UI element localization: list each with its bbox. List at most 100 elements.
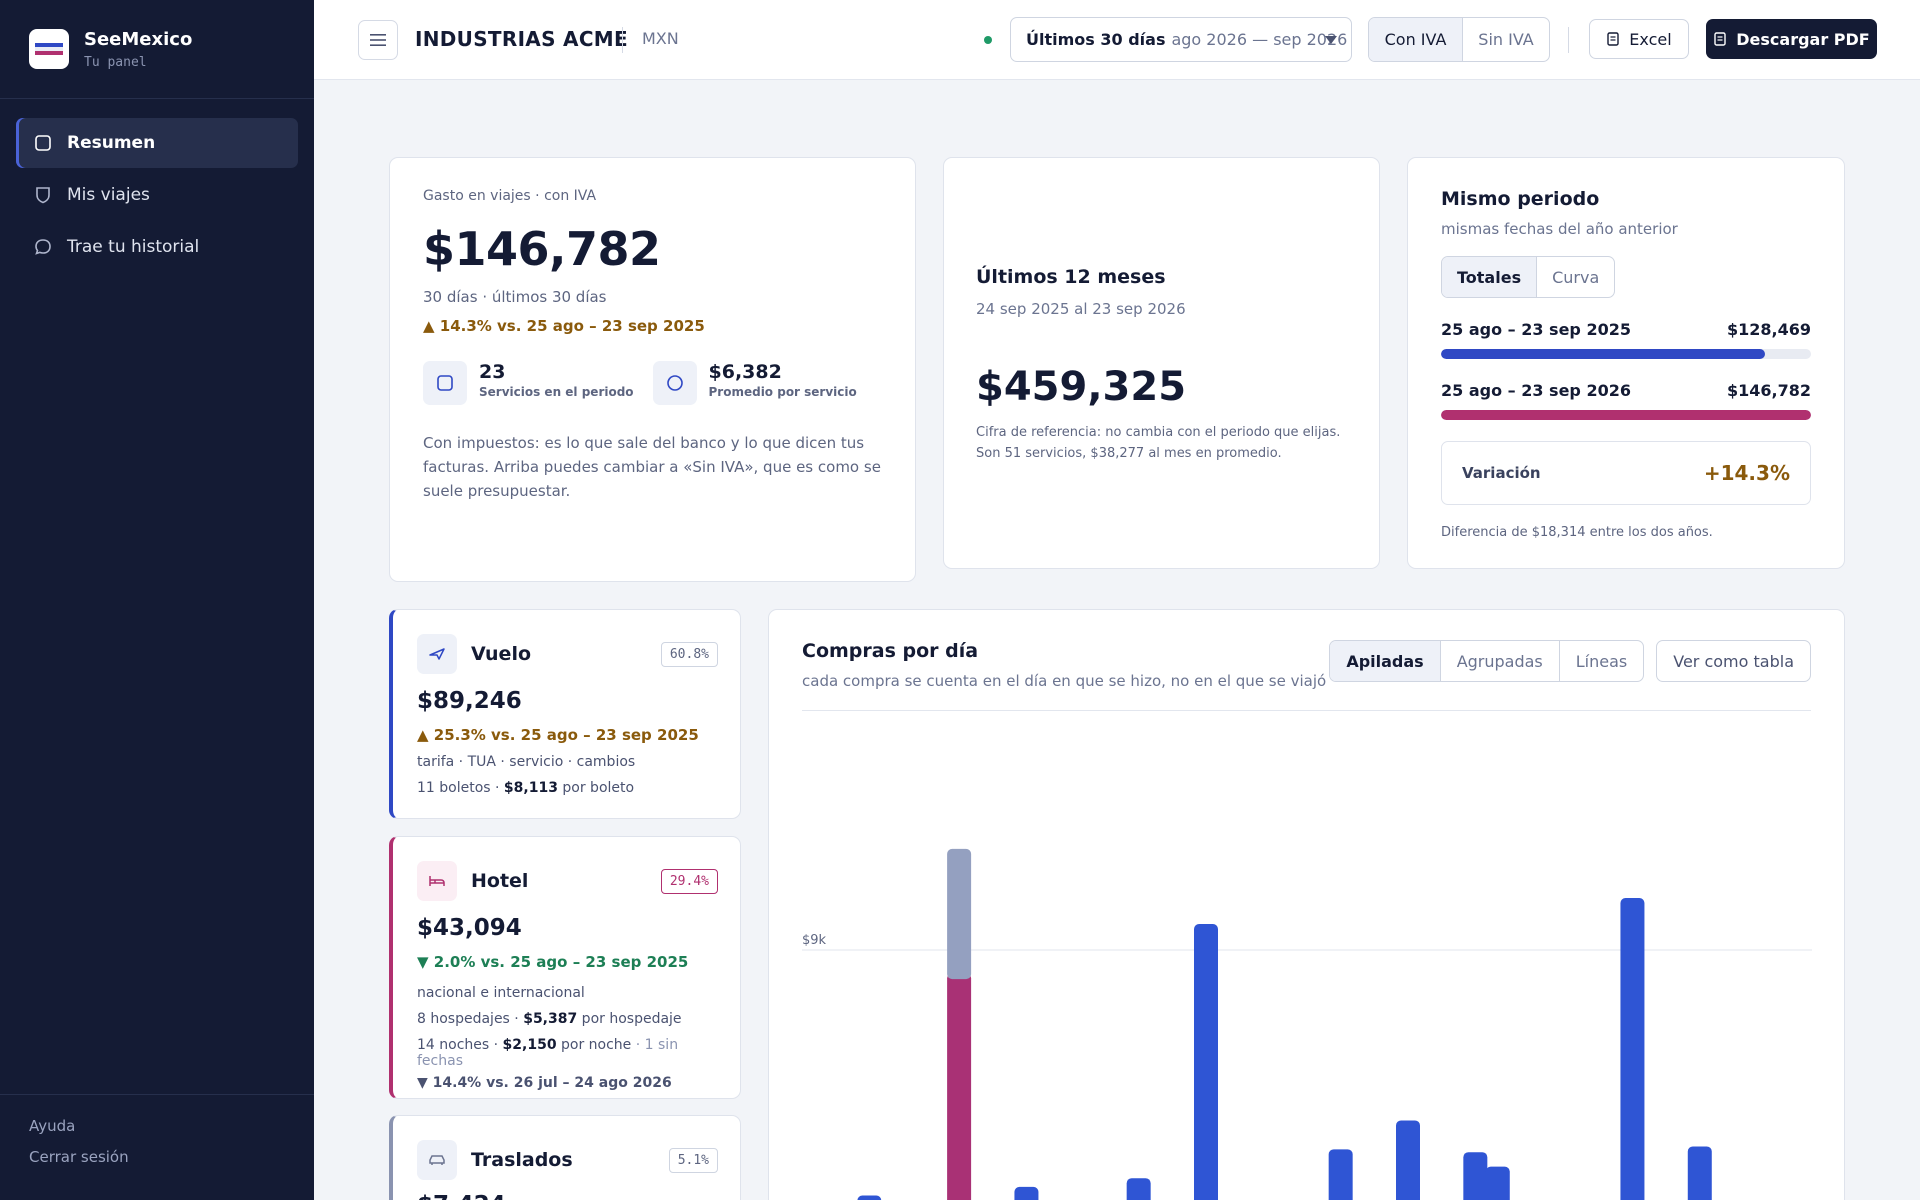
no-dates-note: · 1 sin fechas: [417, 1037, 679, 1069]
sidebar-item-resumen[interactable]: Resumen: [16, 118, 298, 168]
services-stat: 23 Servicios en el periodo: [423, 361, 653, 405]
category-detail: nacional e internacional: [417, 985, 585, 1001]
square-icon: [423, 361, 467, 405]
document-icon: [1714, 32, 1726, 46]
same-period-desc: mismas fechas del año anterior: [1441, 220, 1678, 238]
services-label: Servicios en el periodo: [479, 385, 634, 399]
sidebar-item-label: Resumen: [67, 133, 156, 153]
shield-icon: [36, 187, 50, 204]
sidebar-item-historial[interactable]: Trae tu historial: [16, 222, 298, 272]
chart-subtitle: cada compra se cuenta en el día en que s…: [802, 672, 1327, 690]
status-dot: [984, 36, 992, 44]
bar-vuelo[interactable]: [857, 1195, 882, 1200]
bar-vuelo[interactable]: [1396, 1120, 1420, 1200]
circle-icon: [652, 361, 697, 405]
bar-traslados[interactable]: [947, 848, 972, 980]
bar-vuelo[interactable]: [1485, 1166, 1510, 1200]
excel-button[interactable]: Excel: [1589, 19, 1689, 59]
category-name: Traslados: [471, 1149, 573, 1171]
bar-vuelo[interactable]: [1014, 1186, 1039, 1200]
pdf-label: Descargar PDF: [1736, 29, 1870, 49]
category-change: ▼ 2.0% vs. 25 ago – 23 sep 2025: [417, 953, 689, 971]
chart-divider: [802, 710, 1811, 711]
tab-curva[interactable]: Curva: [1552, 267, 1600, 287]
curr-year-label: 25 ago – 23 sep 2026: [1441, 381, 1631, 400]
y-tick-label: $9k: [802, 933, 827, 948]
category-name: Vuelo: [471, 643, 532, 665]
chevron-down-icon: [1325, 36, 1337, 44]
bar-chart: $9k: [802, 848, 1812, 1200]
category-share-badge: 5.1%: [668, 1147, 718, 1173]
help-link[interactable]: Ayuda: [29, 1117, 76, 1135]
last12-amount: $459,325: [976, 364, 1187, 410]
curr-year-value: $146,782: [1726, 381, 1811, 400]
category-change: ▲ 25.3% vs. 25 ago – 23 sep 2025: [417, 726, 699, 744]
category-detail: tarifa · TUA · servicio · cambios: [417, 754, 636, 770]
download-pdf-button[interactable]: Descargar PDF: [1706, 19, 1877, 59]
square-icon: [35, 135, 51, 151]
excel-label: Excel: [1629, 29, 1672, 49]
iva-toggle: Con IVA Sin IVA: [1368, 17, 1550, 62]
services-value: 23: [479, 361, 506, 383]
period-select[interactable]: Últimos 30 días ago 2026 — sep 2026: [1010, 17, 1352, 62]
mode-lineas[interactable]: Líneas: [1575, 651, 1628, 671]
same-period-title: Mismo periodo: [1441, 188, 1600, 210]
average-stat: $6,382 Promedio por servicio: [652, 361, 883, 405]
divider: [622, 27, 623, 53]
mode-apiladas[interactable]: Apiladas: [1330, 641, 1441, 681]
bar-vuelo[interactable]: [1687, 1146, 1712, 1200]
chart-title: Compras por día: [802, 640, 979, 662]
sin-iva-button[interactable]: Sin IVA: [1478, 30, 1534, 49]
car-icon: [417, 1140, 457, 1180]
bar-hotel[interactable]: [947, 973, 972, 1200]
topbar: INDUSTRIAS ACME MXN Últimos 30 días ago …: [314, 0, 1920, 80]
con-iva-button[interactable]: Con IVA: [1369, 18, 1463, 61]
bar-vuelo[interactable]: [1620, 898, 1645, 1200]
hamburger-icon: [370, 34, 386, 46]
sidebar-item-label: Trae tu historial: [67, 237, 200, 257]
bar-vuelo[interactable]: [1194, 924, 1218, 1200]
category-amount: $7,424: [417, 1192, 718, 1200]
category-name: Hotel: [471, 870, 529, 892]
sidebar: SeeMexico Tu panel Resumen Mis viajes Tr…: [0, 0, 314, 1200]
prev-year-bar: [1441, 349, 1811, 359]
category-amount: $43,094: [417, 915, 522, 941]
currency-label: MXN: [642, 29, 679, 48]
tab-totales[interactable]: Totales: [1442, 257, 1538, 297]
bar-vuelo[interactable]: [1126, 1178, 1151, 1200]
prev-year-bar-fill: [1441, 349, 1765, 359]
bar-vuelo[interactable]: [1328, 1149, 1353, 1200]
per-ticket-label: por boleto: [557, 780, 635, 796]
average-label: Promedio por servicio: [708, 385, 857, 399]
last12-range: 24 sep 2025 al 23 sep 2026: [976, 300, 1186, 318]
prev-year-row: 25 ago – 23 sep 2025 $128,469: [1441, 320, 1811, 339]
category-unit-cost: 11 boletos · $8,113 por boleto: [417, 780, 718, 796]
variation-box: Variación +14.3%: [1441, 441, 1811, 505]
spend-amount: $146,782: [423, 222, 661, 276]
category-card-vuelo[interactable]: Vuelo 60.8% $89,246 ▲ 25.3% vs. 25 ago –…: [389, 609, 741, 819]
purchases-chart-card: Compras por día cada compra se cuenta en…: [768, 609, 1845, 1200]
flag-logo-icon: [35, 43, 63, 55]
per-night-value: $2,150: [502, 1037, 557, 1053]
average-value: $6,382: [708, 361, 782, 383]
sidebar-item-mis-viajes[interactable]: Mis viajes: [16, 170, 298, 220]
nights-count: 14 noches ·: [417, 1037, 503, 1053]
same-period-tabs: Totales Curva: [1441, 256, 1616, 298]
brand-subtitle: Tu panel: [84, 54, 147, 70]
company-name: INDUSTRIAS ACME: [415, 27, 628, 51]
category-amount: $89,246: [417, 688, 522, 714]
period-label: Últimos 30 días: [1026, 30, 1166, 49]
tickets-count: 11 boletos ·: [417, 780, 504, 796]
curr-year-row: 25 ago – 23 sep 2026 $146,782: [1441, 381, 1811, 400]
category-card-traslados[interactable]: Traslados 5.1% $7,424: [389, 1115, 741, 1200]
spend-note: Con impuestos: es lo que sale del banco …: [423, 434, 881, 500]
logout-link[interactable]: Cerrar sesión: [29, 1148, 129, 1166]
view-as-table-button[interactable]: Ver como tabla: [1656, 640, 1811, 682]
menu-button[interactable]: [358, 20, 398, 60]
spend-card: Gasto en viajes · con IVA $146,782 30 dí…: [389, 157, 916, 582]
bar-vuelo[interactable]: [1463, 1152, 1488, 1200]
mode-agrupadas[interactable]: Agrupadas: [1441, 641, 1560, 681]
category-card-hotel[interactable]: Hotel 29.4% $43,094 ▼ 2.0% vs. 25 ago – …: [389, 836, 741, 1099]
category-stays: 8 hospedajes · $5,387 por hospedaje: [417, 1011, 718, 1027]
stays-count: 8 hospedajes ·: [417, 1011, 524, 1027]
